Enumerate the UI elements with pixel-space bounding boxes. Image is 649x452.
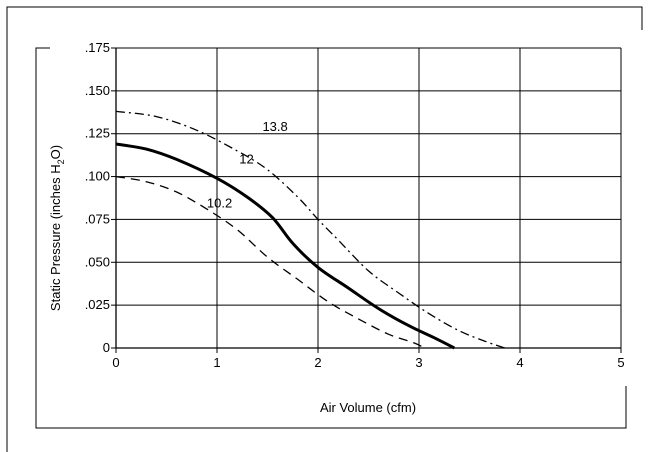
series-line-13-8 [115,110,506,349]
y-tick-label: .175 [85,40,110,55]
y-axis-label-main: Static Pressure (inches H [48,164,63,311]
figure-frame [6,6,643,452]
y-tick-label: .125 [85,126,110,141]
y-tick-label: .150 [85,83,110,98]
series-lines [115,110,506,350]
y-tick-label: .050 [85,254,110,269]
series-label-10-2: 10.2 [207,195,232,210]
x-tick-label: 5 [617,355,624,370]
y-tick-label: .100 [85,169,110,184]
series-line-12 [115,142,456,350]
x-tick-label: 1 [213,355,220,370]
gridlines [116,48,621,348]
y-axis-label: Static Pressure (inches H2O) [48,145,66,311]
series-line-10-2 [115,175,425,349]
y-tick-label: .025 [85,297,110,312]
x-tick-label: 0 [112,355,119,370]
series-label-13-8: 13.8 [262,119,287,134]
chart-border [35,47,627,429]
x-tick-label: 3 [415,355,422,370]
y-axis-label-subscript: 2 [56,159,66,164]
y-axis-label-suffix: O) [48,145,63,159]
series-label-12: 12 [239,152,253,167]
x-tick-label: 2 [314,355,321,370]
x-axis-label: Air Volume (cfm) [320,400,416,415]
axes [115,47,622,349]
series-labels: 13.8 12 10.2 [207,119,288,210]
tick-labels: 0 1 2 3 4 50.025.050.075.100.125.150.175 [85,40,625,370]
y-tick-label: 0 [103,340,110,355]
x-tick-label: 4 [516,355,523,370]
y-tick-label: .075 [85,211,110,226]
